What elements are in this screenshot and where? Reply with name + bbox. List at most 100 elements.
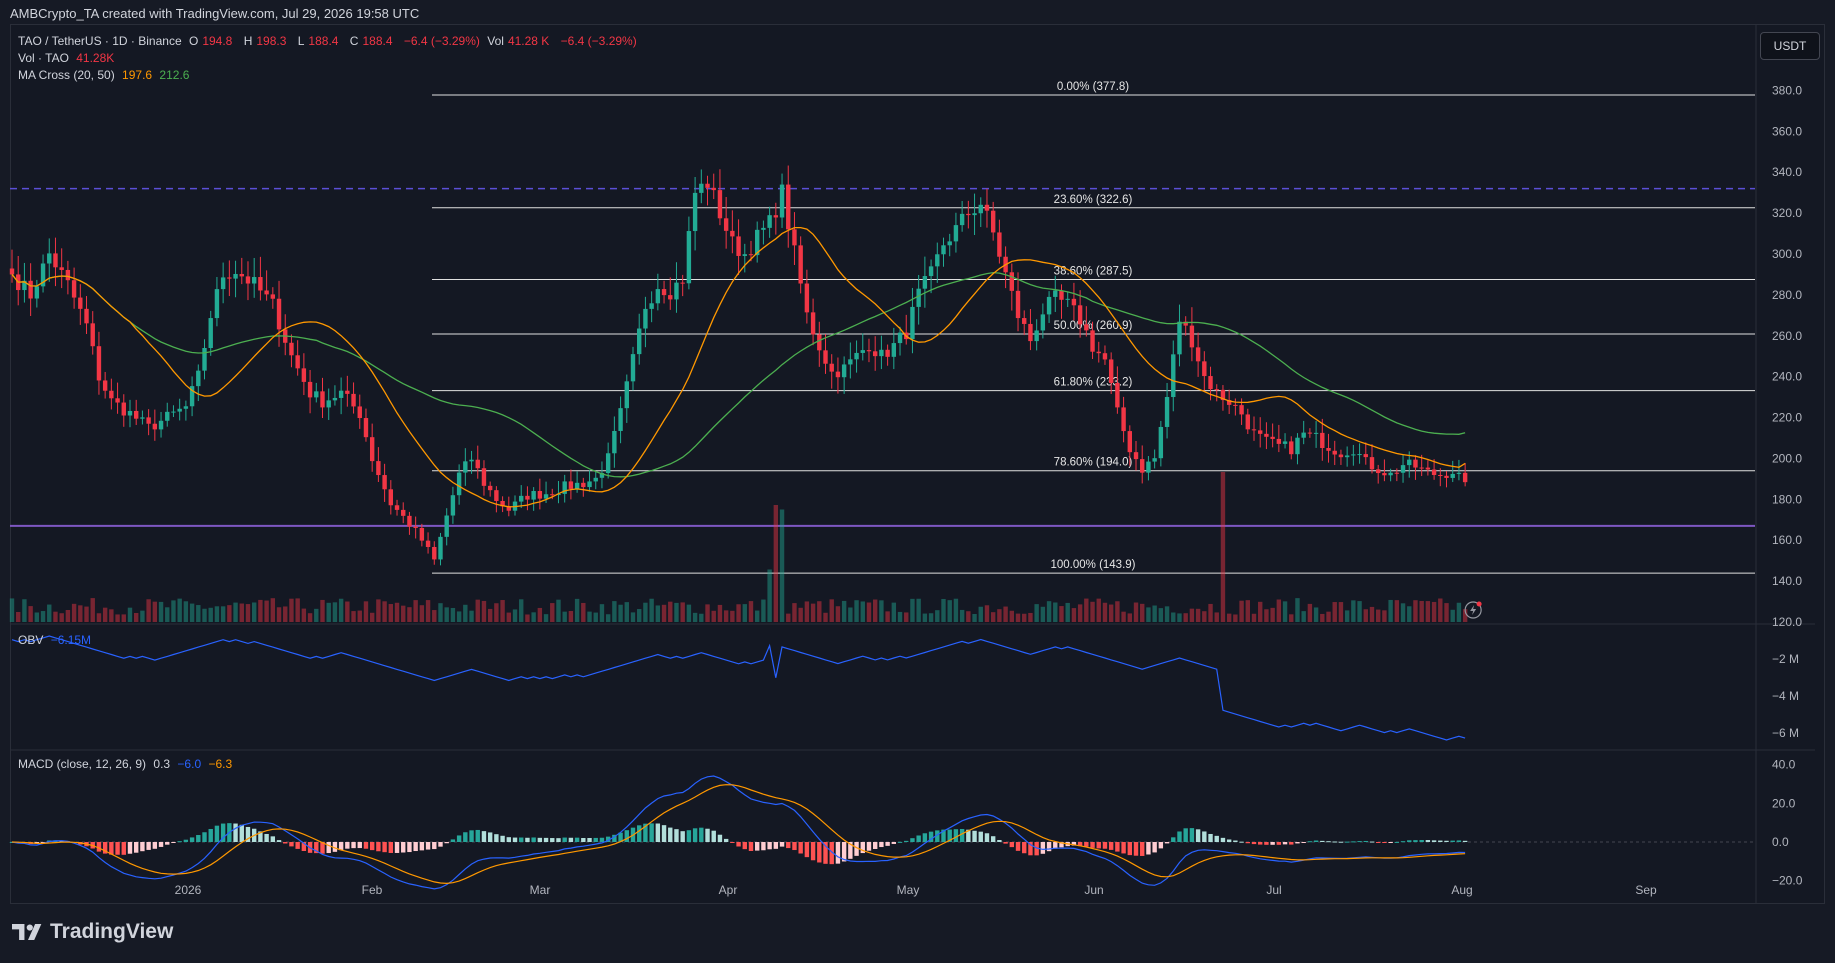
volume-bar bbox=[519, 599, 524, 622]
volume-bar bbox=[978, 606, 983, 622]
candle-body bbox=[972, 213, 977, 216]
time-tick-label: Sep bbox=[1635, 883, 1657, 897]
currency-button[interactable]: USDT bbox=[1760, 32, 1820, 60]
legend-row-volume: Vol · TAO 41.28K bbox=[18, 51, 118, 65]
volume-bar bbox=[798, 607, 803, 622]
volume-bar bbox=[531, 612, 536, 622]
candle-body bbox=[9, 268, 15, 275]
legend-symbol[interactable]: TAO / TetherUS · 1D · Binance bbox=[18, 34, 182, 48]
volume-bar bbox=[1015, 613, 1021, 622]
candle-body bbox=[643, 308, 648, 329]
flash-alert-icon[interactable] bbox=[1464, 601, 1482, 619]
legend-macd-line: −6.0 bbox=[177, 757, 202, 771]
volume-bar bbox=[450, 607, 456, 622]
volume-bar bbox=[1462, 609, 1468, 622]
macd-histogram-bar bbox=[450, 839, 456, 842]
volume-bar bbox=[835, 606, 841, 622]
candle-body bbox=[941, 245, 946, 255]
volume-bar bbox=[463, 604, 468, 622]
legend-vol-series[interactable]: Vol · TAO bbox=[18, 51, 69, 65]
candle-body bbox=[661, 289, 667, 296]
macd-histogram-bar bbox=[953, 829, 959, 842]
macd-histogram-bar bbox=[1226, 839, 1232, 842]
candle-body bbox=[394, 505, 400, 510]
legend-ma-label[interactable]: MA Cross (20, 50) bbox=[18, 68, 115, 82]
volume-bar bbox=[301, 608, 307, 622]
macd-histogram-bar bbox=[755, 842, 760, 851]
volume-bar bbox=[1351, 600, 1356, 622]
candle-body bbox=[1090, 330, 1095, 352]
volume-bar bbox=[736, 604, 741, 622]
candle-body bbox=[742, 254, 747, 256]
candle-body bbox=[1189, 325, 1195, 348]
legend-macd-label[interactable]: MACD (close, 12, 26, 9) bbox=[18, 757, 147, 771]
legend-high: 198.3 bbox=[256, 34, 287, 48]
volume-bar bbox=[357, 610, 362, 622]
volume-bar bbox=[338, 598, 344, 622]
macd-histogram-bar bbox=[798, 842, 803, 854]
volume-bar bbox=[134, 612, 139, 622]
volume-bar bbox=[916, 598, 921, 622]
macd-histogram-bar bbox=[487, 832, 493, 842]
candle-body bbox=[152, 423, 158, 430]
macd-histogram-bar bbox=[1146, 842, 1151, 855]
candle-body bbox=[258, 277, 263, 291]
candle-body bbox=[829, 363, 834, 372]
macd-histogram-bar bbox=[879, 842, 884, 848]
macd-histogram-bar bbox=[568, 837, 574, 842]
candle-body bbox=[1382, 473, 1387, 476]
volume-bar bbox=[935, 610, 940, 622]
volume-bar bbox=[953, 598, 959, 622]
fib-level-label: 61.80% (233.2) bbox=[1054, 377, 1133, 389]
candle-body bbox=[1388, 472, 1393, 476]
obv-tick-label: −6 M bbox=[1772, 726, 1799, 740]
time-tick-label: Jun bbox=[1084, 883, 1103, 897]
candle-body bbox=[1177, 321, 1182, 355]
candle-body bbox=[947, 241, 952, 246]
candle-body bbox=[432, 546, 437, 560]
volume-bar bbox=[487, 608, 493, 622]
volume-bar bbox=[289, 598, 294, 622]
macd-histogram-bar bbox=[587, 837, 592, 842]
volume-bar bbox=[879, 600, 884, 622]
price-tick-label: 360.0 bbox=[1772, 124, 1802, 138]
candle-body bbox=[655, 289, 661, 304]
volume-bar bbox=[1425, 601, 1431, 622]
volume-bar bbox=[848, 607, 853, 622]
candle-body bbox=[1133, 452, 1139, 460]
candle-body bbox=[792, 229, 797, 246]
candle-body bbox=[115, 398, 120, 403]
candle-body bbox=[1046, 296, 1052, 315]
macd-histogram-bar bbox=[1028, 842, 1033, 856]
macd-histogram-bar bbox=[1096, 842, 1101, 849]
volume-bar bbox=[245, 604, 251, 622]
candle-body bbox=[1171, 354, 1176, 398]
candle-body bbox=[1369, 457, 1375, 470]
candle-body bbox=[1059, 290, 1064, 300]
candle-body bbox=[500, 500, 505, 507]
legend-obv-label[interactable]: OBV bbox=[18, 633, 44, 647]
candle-body bbox=[1121, 407, 1126, 432]
volume-bar bbox=[351, 611, 356, 622]
macd-histogram-bar bbox=[593, 837, 598, 842]
macd-histogram-bar bbox=[1233, 840, 1238, 842]
macd-histogram-bar bbox=[1108, 842, 1114, 850]
candle-body bbox=[208, 318, 213, 348]
candle-body bbox=[1245, 414, 1250, 430]
volume-bar bbox=[941, 598, 946, 622]
candle-body bbox=[388, 489, 394, 506]
volume-bar bbox=[1115, 601, 1120, 622]
candle-body bbox=[1071, 298, 1077, 306]
candle-body bbox=[1239, 405, 1244, 415]
macd-histogram-bar bbox=[550, 838, 555, 842]
volume-bar bbox=[655, 605, 661, 622]
volume-bar bbox=[556, 599, 561, 622]
volume-bar bbox=[804, 601, 810, 622]
candle-body bbox=[320, 391, 325, 408]
macd-histogram-bar bbox=[258, 831, 263, 842]
volume-bar bbox=[990, 612, 996, 622]
macd-histogram-bar bbox=[1376, 842, 1381, 843]
macd-histogram-bar bbox=[643, 823, 648, 842]
volume-bar bbox=[792, 603, 797, 622]
